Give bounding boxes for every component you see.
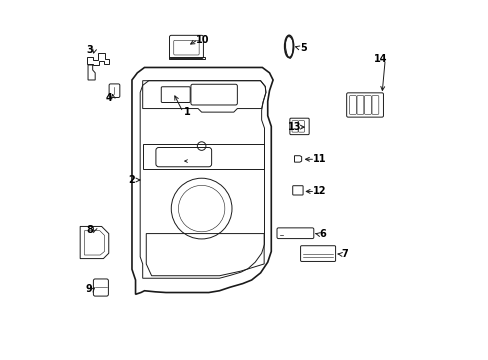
- Text: 10: 10: [195, 35, 209, 45]
- Text: 12: 12: [312, 186, 325, 197]
- Text: 9: 9: [85, 284, 92, 294]
- Text: 5: 5: [300, 43, 306, 53]
- Text: 7: 7: [341, 249, 348, 259]
- Text: 11: 11: [312, 154, 325, 164]
- Text: 3: 3: [87, 45, 93, 55]
- Text: 8: 8: [86, 225, 93, 235]
- Text: 4: 4: [105, 93, 112, 103]
- Text: 1: 1: [183, 107, 190, 117]
- Text: 2: 2: [128, 175, 135, 185]
- Text: 6: 6: [319, 229, 326, 239]
- Text: 14: 14: [373, 54, 387, 64]
- Text: 13: 13: [287, 122, 301, 132]
